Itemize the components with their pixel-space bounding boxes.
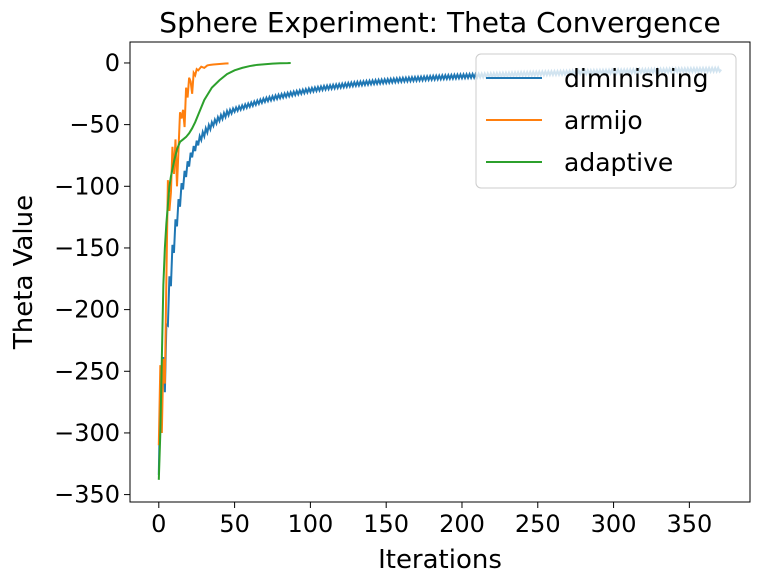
y-axis-label: Theta Value [9, 195, 39, 350]
x-tick-label: 50 [219, 510, 250, 538]
y-tick-label: −300 [54, 419, 120, 447]
legend-label-diminishing: diminishing [564, 64, 708, 93]
plot-area-frame [129, 41, 751, 503]
x-tick-label: 200 [439, 510, 485, 538]
y-tick-label: −200 [54, 296, 120, 324]
y-tick-label: −150 [54, 234, 120, 262]
y-tick-label: −50 [69, 111, 120, 139]
x-tick-label: 150 [363, 510, 409, 538]
legend-box [475, 53, 737, 189]
y-tick-label: −100 [54, 172, 120, 200]
legend-label-adaptive: adaptive [564, 148, 673, 177]
x-tick-label: 350 [666, 510, 712, 538]
series-line-armijo [157, 62, 229, 446]
x-tick-label: 250 [515, 510, 561, 538]
x-tick-label: 100 [287, 510, 333, 538]
legend: diminishing armijo adaptive [475, 53, 737, 189]
chart-title: Sphere Experiment: Theta Convergence [159, 6, 720, 39]
legend-label-armijo: armijo [564, 106, 643, 135]
y-tick-label: −250 [54, 357, 120, 385]
x-tick-label: 0 [151, 510, 166, 538]
y-tick-label: 0 [105, 49, 120, 77]
x-tick-label: 300 [591, 510, 637, 538]
series-line-adaptive [157, 61, 291, 480]
x-axis-label: Iterations [378, 545, 502, 575]
y-tick-label: −350 [54, 481, 120, 509]
